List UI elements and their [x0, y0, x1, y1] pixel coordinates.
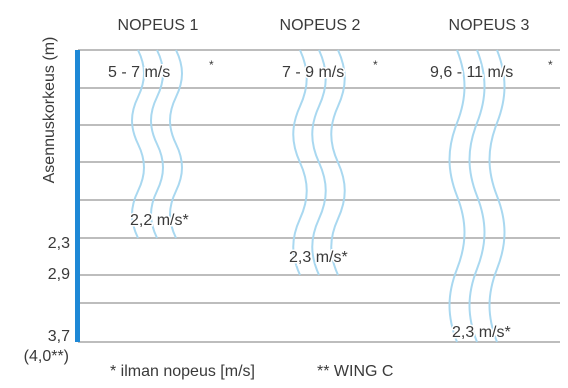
- footnote-air-speed: * ilman nopeus [m/s]: [110, 363, 255, 380]
- top-speed-mark-3: *: [548, 58, 553, 72]
- airflow-line-3-1: [448, 49, 466, 343]
- bottom-speed-label-3: 2,3 m/s*: [452, 324, 511, 341]
- grid-lines: [78, 49, 560, 343]
- column-title-3: NOPEUS 3: [449, 17, 530, 34]
- height-label-2-9: 2,9: [48, 266, 70, 283]
- bottom-speed-label-2: 2,3 m/s*: [289, 249, 348, 266]
- airflow-line-3-3: [488, 49, 506, 343]
- airflow-line-2-1: [292, 49, 308, 276]
- top-speed-label-3: 9,6 - 11 m/s: [430, 64, 513, 81]
- top-speed-label-2: 7 - 9 m/s: [282, 64, 344, 81]
- airflow-line-1-1: [131, 49, 145, 239]
- airflow-line-2-3: [330, 49, 346, 276]
- bottom-speed-label-1: 2,2 m/s*: [130, 212, 189, 229]
- airflow-line-2-2: [311, 49, 327, 276]
- airflow-line-1-2: [150, 49, 164, 239]
- height-label-4-0: (4,0**): [24, 348, 69, 365]
- height-label-2-3: 2,3: [48, 235, 70, 252]
- airflow-line-3-2: [468, 49, 486, 343]
- top-speed-mark-1: *: [209, 58, 214, 72]
- airflow-lines: [131, 49, 506, 343]
- footnote-wing: ** WING C: [317, 363, 393, 380]
- y-axis-label: Asennuskorkeus (m): [41, 37, 58, 184]
- top-speed-mark-2: *: [373, 58, 378, 72]
- column-title-1: NOPEUS 1: [118, 17, 199, 34]
- airflow-line-1-3: [169, 49, 183, 239]
- height-label-3-7: 3,7: [48, 328, 70, 345]
- top-speed-label-1: 5 - 7 m/s: [108, 64, 170, 81]
- height-bar: [75, 50, 80, 342]
- column-title-2: NOPEUS 2: [280, 17, 361, 34]
